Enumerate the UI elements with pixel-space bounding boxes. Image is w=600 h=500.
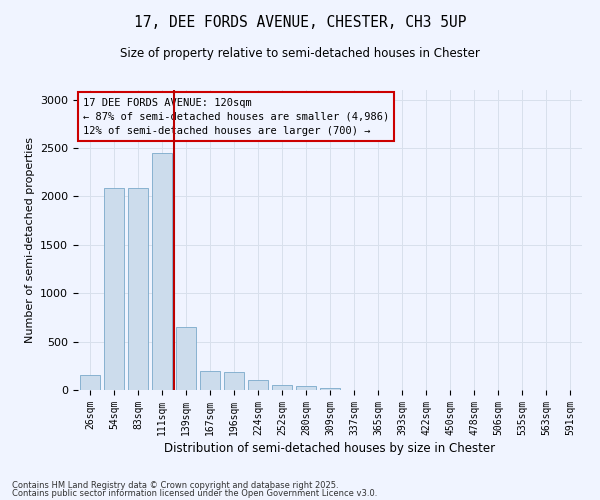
X-axis label: Distribution of semi-detached houses by size in Chester: Distribution of semi-detached houses by … — [164, 442, 496, 455]
Bar — [176, 327, 196, 390]
Bar — [200, 370, 220, 390]
Text: Contains public sector information licensed under the Open Government Licence v3: Contains public sector information licen… — [12, 488, 377, 498]
Y-axis label: Number of semi-detached properties: Number of semi-detached properties — [25, 137, 35, 343]
Bar — [128, 188, 148, 390]
Bar — [80, 376, 100, 390]
Bar — [152, 153, 172, 390]
Bar — [104, 188, 124, 390]
Bar — [272, 385, 292, 390]
Bar — [296, 386, 316, 390]
Text: 17, DEE FORDS AVENUE, CHESTER, CH3 5UP: 17, DEE FORDS AVENUE, CHESTER, CH3 5UP — [134, 15, 466, 30]
Text: 17 DEE FORDS AVENUE: 120sqm
← 87% of semi-detached houses are smaller (4,986)
12: 17 DEE FORDS AVENUE: 120sqm ← 87% of sem… — [83, 98, 389, 136]
Bar — [224, 372, 244, 390]
Bar — [248, 380, 268, 390]
Text: Size of property relative to semi-detached houses in Chester: Size of property relative to semi-detach… — [120, 48, 480, 60]
Bar — [320, 388, 340, 390]
Text: Contains HM Land Registry data © Crown copyright and database right 2025.: Contains HM Land Registry data © Crown c… — [12, 481, 338, 490]
